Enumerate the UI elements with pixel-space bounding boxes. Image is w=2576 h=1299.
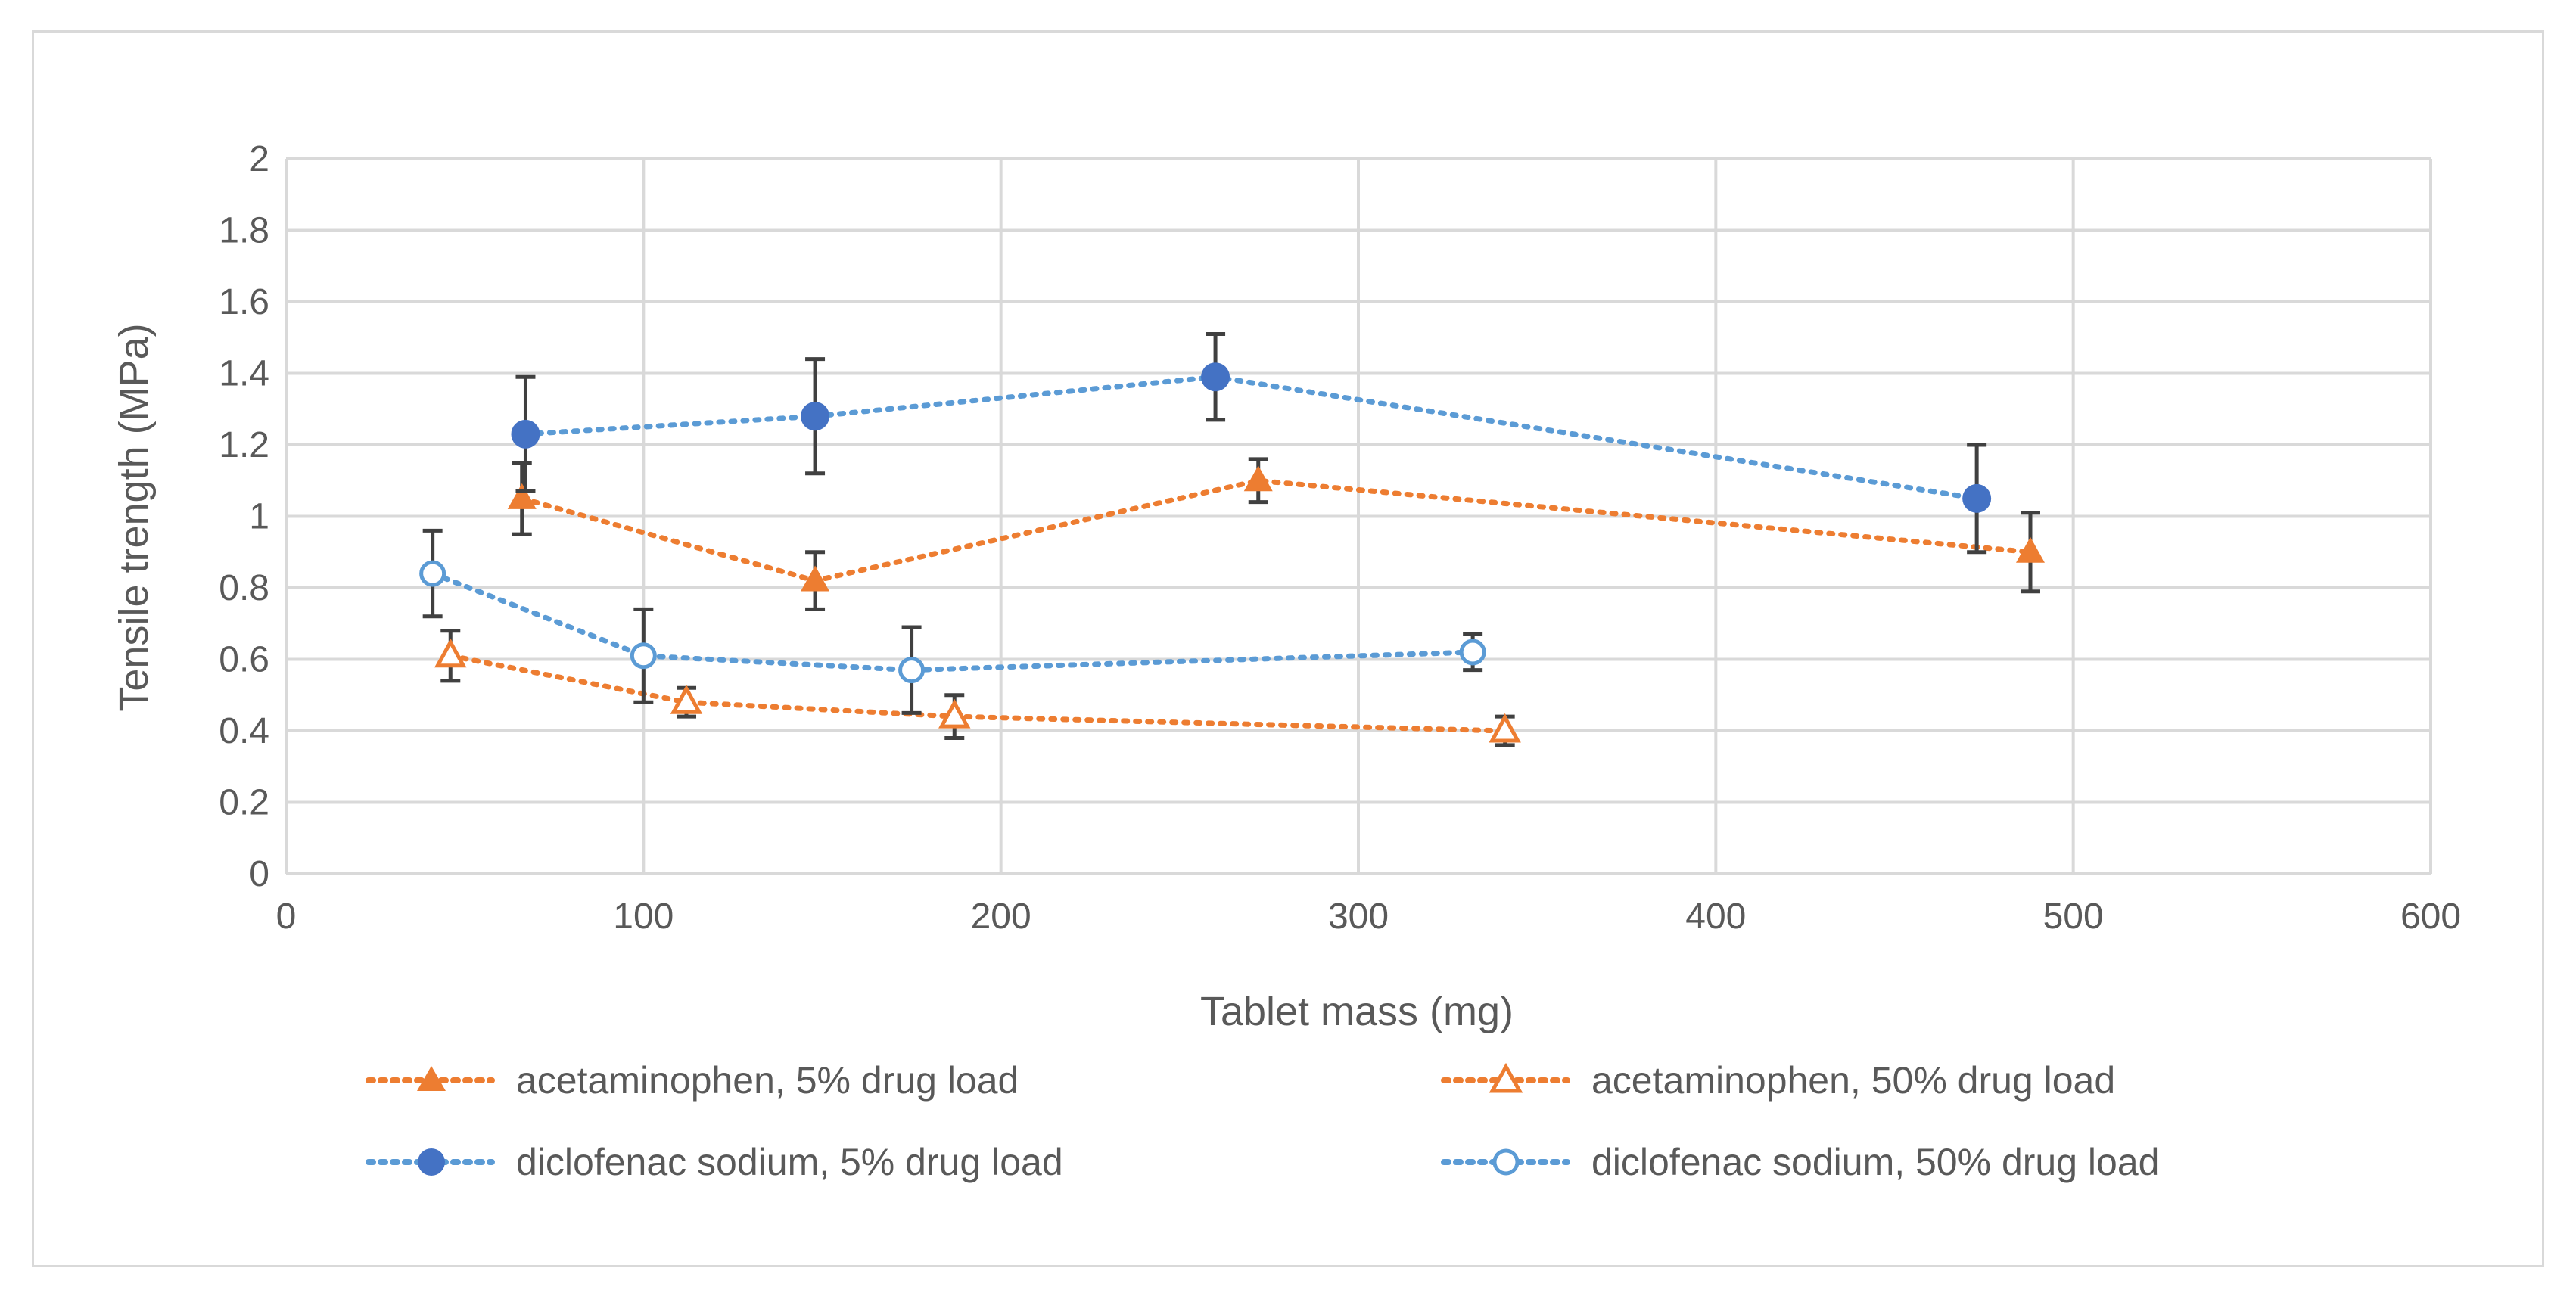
data-point: [1489, 713, 1521, 743]
series-2: [511, 332, 1992, 555]
series-line: [519, 477, 2033, 584]
legend-label-acetaminophen-50: acetaminophen, 50% drug load: [1591, 1059, 2115, 1102]
series-line: [522, 374, 1980, 502]
legend-marker-circle-filled: [418, 1148, 445, 1176]
x-tick-label: 0: [276, 897, 297, 937]
data-point: [630, 642, 657, 670]
legend-item-acetaminophen-5[interactable]: acetaminophen, 5% drug load: [366, 1059, 1019, 1102]
legend-label-diclofenac-5: diclofenac sodium, 5% drug load: [516, 1141, 1063, 1183]
series-0: [507, 457, 2045, 611]
data-point: [801, 565, 830, 592]
data-point: [2015, 536, 2045, 563]
legend: acetaminophen, 5% drug load acetaminophe…: [366, 1059, 2159, 1183]
legend-item-diclofenac-5[interactable]: diclofenac sodium, 5% drug load: [366, 1141, 1063, 1183]
data-point: [1243, 465, 1273, 492]
data-point: [898, 657, 926, 684]
series-line: [430, 570, 1476, 673]
data-point: [1459, 639, 1486, 666]
y-axis-title: Tensile trength (MPa): [111, 323, 157, 711]
x-tick-label: 300: [1328, 897, 1389, 937]
y-tick-label: 0: [249, 854, 269, 894]
y-tick-label: 0.6: [219, 640, 269, 680]
data-point: [1962, 483, 1992, 513]
data-point: [670, 685, 703, 714]
x-tick-label: 400: [1685, 897, 1746, 937]
y-tick-label: 1.2: [219, 425, 269, 465]
tick-labels: 0 0.2 0.4 0.6 0.8 1 1.2 1.4 1.6 1.8 2 0 100 200 300 400…: [219, 139, 2461, 937]
y-tick-label: 1.6: [219, 282, 269, 322]
legend-item-diclofenac-50[interactable]: diclofenac sodium, 50% drug load: [1441, 1141, 2159, 1183]
data-point: [511, 419, 540, 449]
y-tick-label: 1.8: [219, 211, 269, 251]
legend-item-acetaminophen-50[interactable]: acetaminophen, 50% drug load: [1441, 1059, 2115, 1102]
data-point: [507, 483, 537, 509]
y-tick-label: 0.2: [219, 783, 269, 823]
legend-marker-triangle-open: [1489, 1062, 1523, 1093]
legend-label-acetaminophen-5: acetaminophen, 5% drug load: [516, 1059, 1019, 1102]
y-tick-label: 1: [249, 497, 269, 537]
y-tick-label: 0.8: [219, 568, 269, 608]
data-point: [801, 402, 830, 431]
legend-label-diclofenac-50: diclofenac sodium, 50% drug load: [1591, 1141, 2159, 1183]
x-axis-title: Tablet mass (mg): [1200, 989, 1514, 1034]
legend-marker-triangle-filled: [417, 1066, 446, 1091]
data-point: [419, 560, 446, 587]
x-tick-label: 500: [2043, 897, 2104, 937]
x-tick-label: 100: [613, 897, 674, 937]
data-point: [434, 638, 467, 668]
y-tick-label: 0.4: [219, 711, 269, 751]
y-tick-label: 2: [249, 139, 269, 179]
data-point: [938, 698, 971, 729]
x-tick-label: 200: [971, 897, 1031, 937]
series-layer: [419, 332, 2045, 747]
gridlines: [285, 157, 2432, 875]
legend-marker-circle-open: [1492, 1148, 1520, 1176]
series-3: [419, 528, 1486, 715]
series-line: [447, 653, 1508, 734]
x-tick-label: 600: [2400, 897, 2461, 937]
data-point: [1201, 362, 1230, 392]
y-tick-label: 1.4: [219, 354, 269, 394]
series-1: [434, 629, 1521, 747]
